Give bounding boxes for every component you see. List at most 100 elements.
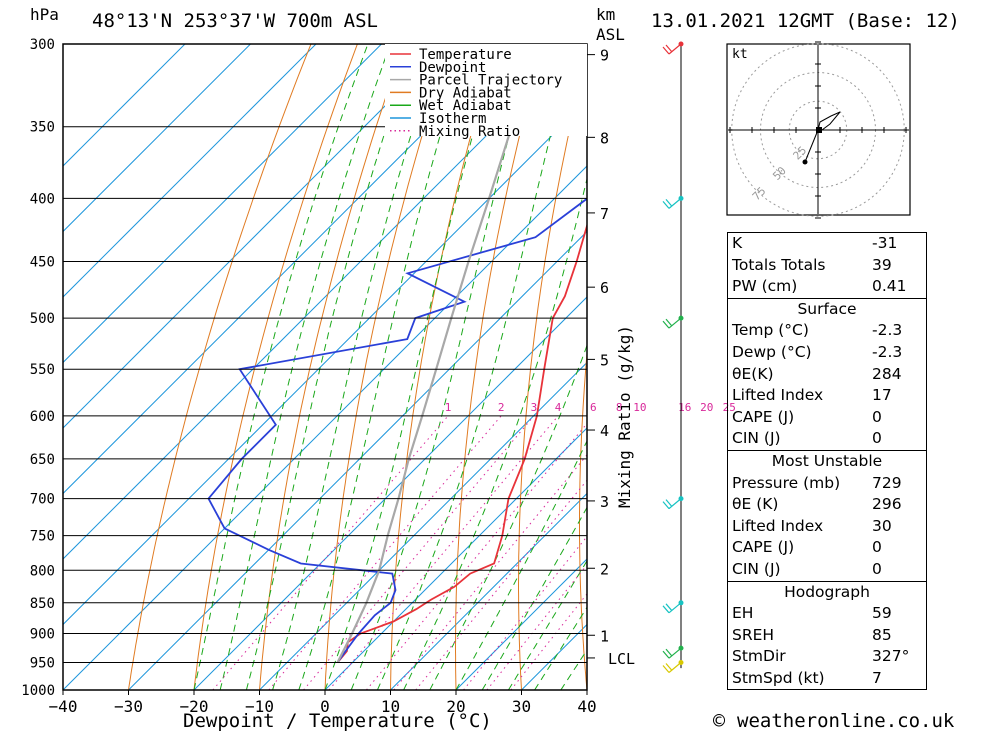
pressure-tick-label: 900 bbox=[30, 626, 55, 642]
isotherm-line bbox=[63, 44, 317, 298]
wind-profile bbox=[662, 41, 684, 673]
isotherm-line bbox=[63, 44, 579, 560]
pressure-tick-label: 500 bbox=[30, 311, 55, 327]
x-tick-label: 20 bbox=[446, 697, 465, 716]
isotherm-line bbox=[63, 44, 251, 233]
indices-most-unstable: Most Unstable Pressure (mb) 729 θE (K) 296… bbox=[727, 449, 927, 582]
index-row-pw: PW (cm) 0.41 bbox=[732, 277, 907, 296]
mixing-ratio-label: 6 bbox=[590, 401, 597, 414]
isotherm-line bbox=[63, 44, 382, 364]
km-tick-label: 3 bbox=[600, 493, 609, 511]
x-tick-label: 0 bbox=[320, 697, 330, 716]
indices-hodograph: Hodograph EH 59 SREH 85 StmDir 327° StmSpd … bbox=[727, 580, 927, 691]
wet-adiabat-line bbox=[245, 44, 415, 690]
wind-barb bbox=[662, 43, 682, 55]
legend-item: Mixing Ratio bbox=[419, 124, 520, 140]
x-tick-label: 10 bbox=[381, 697, 400, 716]
datetime-title: 13.01.2021 12GMT (Base: 12) bbox=[651, 10, 960, 32]
mu-row: Lifted Index 30 bbox=[732, 516, 892, 535]
km-tick-label: 2 bbox=[600, 560, 609, 578]
hpa-label: hPa bbox=[30, 5, 59, 24]
x-axis-label: Dewpoint / Temperature (°C) bbox=[183, 710, 492, 732]
surface-row: Dewp (°C) -2.3 bbox=[732, 342, 903, 361]
pressure-tick-label: 350 bbox=[30, 120, 55, 136]
wet-adiabat-line bbox=[429, 343, 587, 690]
pressure-tick-label: 400 bbox=[30, 191, 55, 207]
wind-barb-stroke bbox=[662, 498, 682, 510]
storm-motion-dot bbox=[802, 159, 808, 165]
legend-item: Dry Adiabat bbox=[419, 85, 512, 101]
isotherm-line bbox=[259, 361, 587, 690]
hodograph-unit: kt bbox=[732, 47, 748, 62]
wind-barb-stroke bbox=[662, 197, 682, 209]
legend-item: Temperature bbox=[419, 47, 512, 63]
wind-barb-stroke bbox=[662, 317, 682, 329]
hodo-row: StmSpd (kt) 7 bbox=[732, 668, 882, 687]
dewpoint-line bbox=[207, 197, 587, 664]
wet-adiabat-line bbox=[455, 439, 587, 690]
wet-adiabat-line bbox=[219, 44, 391, 690]
surface-title: Surface bbox=[797, 299, 857, 318]
wet-adiabat-line bbox=[534, 606, 587, 690]
mixing-ratio-label: 3 bbox=[531, 401, 538, 414]
hodograph-origin-marker bbox=[816, 127, 822, 133]
mu-row: θE (K) 296 bbox=[732, 495, 902, 514]
pressure-tick-label: 700 bbox=[30, 492, 55, 508]
pressure-tick-label: 550 bbox=[30, 362, 55, 378]
isotherm-line bbox=[63, 99, 587, 626]
location-title: 48°13'N 253°37'W 700m ASL bbox=[92, 10, 378, 32]
most-unstable-title: Most Unstable bbox=[771, 451, 883, 470]
asl-label: ASL bbox=[596, 25, 625, 44]
wind-barb-stroke bbox=[662, 647, 682, 659]
wind-barb-stroke bbox=[662, 43, 682, 55]
index-row-totals: Totals Totals 39 bbox=[732, 255, 892, 274]
site-credit: weatheronline.co.uk bbox=[737, 710, 955, 732]
wind-barb bbox=[662, 647, 682, 659]
y-axis-label-right: Mixing Ratio (g/kg) bbox=[615, 325, 634, 508]
km-tick-label: 7 bbox=[600, 205, 609, 223]
dry-adiabat-line bbox=[696, 44, 729, 690]
wet-adiabat-line bbox=[507, 559, 587, 690]
mixing-ratio-line bbox=[393, 454, 587, 690]
mixing-ratio-label: 1 bbox=[445, 401, 452, 414]
dry-adiabat-line bbox=[518, 52, 587, 690]
pressure-tick-label: 650 bbox=[30, 452, 55, 468]
km-tick-label: 9 bbox=[600, 47, 609, 65]
isotherm-line bbox=[455, 558, 587, 690]
pressure-tick-label: 750 bbox=[30, 529, 55, 545]
wind-barb bbox=[662, 317, 682, 329]
isotherm-line bbox=[63, 44, 448, 429]
km-tick-label: LCL bbox=[608, 650, 635, 668]
x-tick-label: −10 bbox=[245, 697, 274, 716]
isotherm-line bbox=[63, 165, 587, 690]
plot-frame bbox=[62, 43, 588, 691]
hodograph-trace bbox=[817, 111, 841, 131]
mixing-ratio-label: 4 bbox=[555, 401, 562, 414]
isotherm-line bbox=[390, 492, 587, 690]
mu-row: CIN (J) 0 bbox=[732, 559, 882, 578]
mixing-ratio-label: 16 bbox=[678, 401, 691, 414]
x-tick-label: −30 bbox=[114, 697, 143, 716]
mixing-ratio-label: 25 bbox=[723, 401, 736, 414]
wind-barb bbox=[662, 197, 682, 209]
mu-row: CAPE (J) 0 bbox=[732, 538, 882, 557]
km-label: km bbox=[596, 5, 615, 24]
km-tick-label: 4 bbox=[600, 422, 609, 440]
wind-barb-stroke bbox=[662, 662, 682, 673]
pressure-tick-label: 950 bbox=[30, 655, 55, 671]
isotherm-line bbox=[63, 44, 513, 495]
wind-barb bbox=[662, 662, 682, 673]
x-tick-label: −40 bbox=[49, 697, 78, 716]
pressure-tick-label: 850 bbox=[30, 596, 55, 612]
km-tick-label: 1 bbox=[600, 627, 609, 645]
indices-top: K -31 Totals Totals 39 PW (cm) 0.41 bbox=[727, 232, 927, 299]
mixing-ratio-line bbox=[366, 422, 587, 690]
index-row-k: K -31 bbox=[732, 234, 898, 252]
wet-adiabat-line bbox=[481, 506, 587, 690]
isotherm-line bbox=[324, 427, 587, 690]
legend-item: Parcel Trajectory bbox=[419, 73, 562, 89]
mixing-ratio-line bbox=[328, 415, 559, 690]
